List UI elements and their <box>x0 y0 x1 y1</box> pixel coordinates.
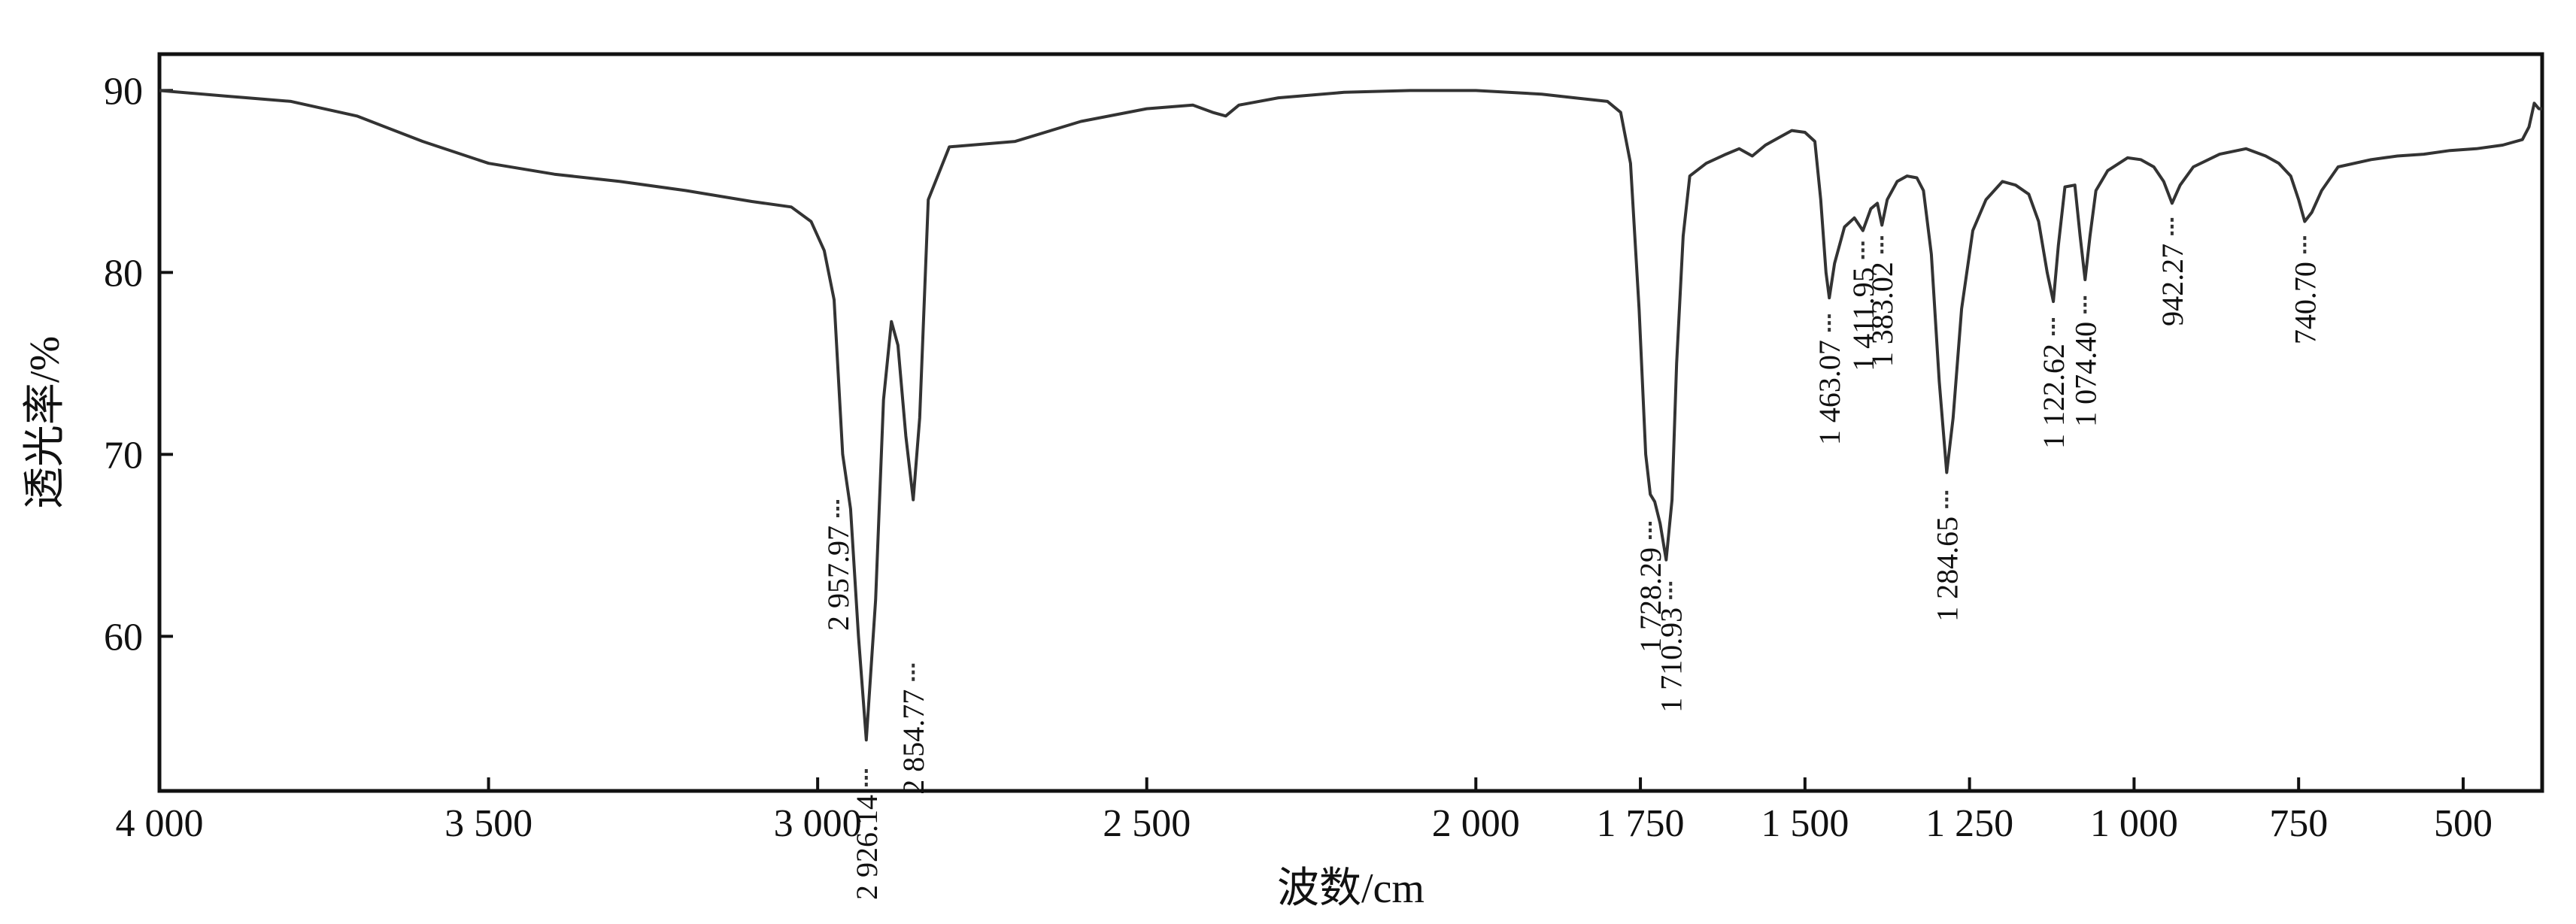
y-tick-label: 70 <box>104 434 143 477</box>
peak-markers <box>836 217 2307 788</box>
x-tick-label: 500 <box>2434 802 2493 845</box>
peak-label: 1 710.93 <box>1654 607 1688 713</box>
x-axis-ticks: 4 000 3 500 3 000 2 500 2 000 1 750 1 500 1 250… <box>116 777 2493 845</box>
y-axis-label: 透光率/% <box>22 336 68 509</box>
y-tick-label: 80 <box>104 252 143 295</box>
x-tick-label: 750 <box>2269 802 2328 845</box>
x-tick-label: 1 250 <box>1925 802 2013 845</box>
x-tick-label: 2 500 <box>1103 802 1191 845</box>
peak-label: 1 074.40 <box>2068 322 2102 427</box>
peak-label: 1 122.62 <box>2037 344 2071 449</box>
peak-label: 1 728.29 <box>1634 547 1667 653</box>
y-axis-ticks: 90 80 70 60 <box>104 70 173 659</box>
x-tick-label: 4 000 <box>116 802 204 845</box>
y-tick-label: 60 <box>104 616 143 659</box>
peak-label: 740.70 <box>2288 262 2322 344</box>
peak-label: 1 284.65 <box>1930 517 1964 622</box>
peak-label: 942.27 <box>2156 244 2189 326</box>
peak-label: 2 854.77 <box>897 689 930 795</box>
x-tick-label: 1 750 <box>1597 802 1685 845</box>
x-tick-label: 1 500 <box>1761 802 1849 845</box>
x-tick-label: 1 000 <box>2090 802 2178 845</box>
y-tick-label: 90 <box>104 70 143 113</box>
peak-label: 2 926.14 <box>850 795 884 900</box>
plot-frame <box>157 52 2544 793</box>
spectrum-line <box>159 89 2542 742</box>
x-tick-label: 2 000 <box>1432 802 1520 845</box>
peak-label: 1 383.02 <box>1865 262 1899 367</box>
peak-label: 2 957.97 <box>821 526 855 631</box>
peak-label: 1 411.95 <box>1846 267 1880 371</box>
x-tick-label: 3 500 <box>445 802 532 845</box>
peak-label: 1 463.07 <box>1813 340 1846 445</box>
x-axis-label: 波数/cm <box>1277 865 1425 912</box>
x-tick-label: 3 000 <box>774 802 862 845</box>
peak-labels: 2 957.97 2 926.14 2 854.77 1 728.291 710.93… <box>821 244 2322 900</box>
